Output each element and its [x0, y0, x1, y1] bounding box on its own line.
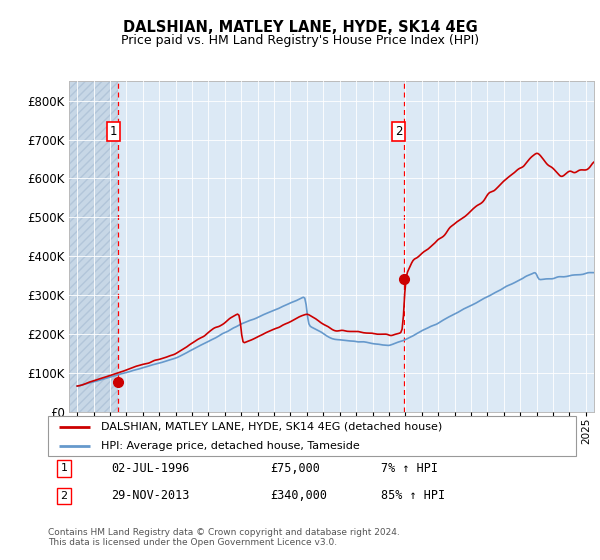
Text: DALSHIAN, MATLEY LANE, HYDE, SK14 4EG: DALSHIAN, MATLEY LANE, HYDE, SK14 4EG — [122, 20, 478, 35]
Bar — [69, 81, 118, 412]
Text: £75,000: £75,000 — [270, 462, 320, 475]
Text: HPI: Average price, detached house, Tameside: HPI: Average price, detached house, Tame… — [101, 441, 359, 450]
Text: 1: 1 — [61, 463, 67, 473]
Text: Contains HM Land Registry data © Crown copyright and database right 2024.
This d: Contains HM Land Registry data © Crown c… — [48, 528, 400, 547]
Text: 7% ↑ HPI: 7% ↑ HPI — [380, 462, 437, 475]
Text: 85% ↑ HPI: 85% ↑ HPI — [380, 489, 445, 502]
Text: 1: 1 — [110, 125, 117, 138]
Text: 29-NOV-2013: 29-NOV-2013 — [112, 489, 190, 502]
Text: DALSHIAN, MATLEY LANE, HYDE, SK14 4EG (detached house): DALSHIAN, MATLEY LANE, HYDE, SK14 4EG (d… — [101, 422, 442, 432]
Text: Price paid vs. HM Land Registry's House Price Index (HPI): Price paid vs. HM Land Registry's House … — [121, 34, 479, 46]
Text: £340,000: £340,000 — [270, 489, 327, 502]
FancyBboxPatch shape — [48, 416, 576, 456]
Text: 2: 2 — [60, 491, 67, 501]
Text: 02-JUL-1996: 02-JUL-1996 — [112, 462, 190, 475]
Text: 2: 2 — [395, 125, 403, 138]
